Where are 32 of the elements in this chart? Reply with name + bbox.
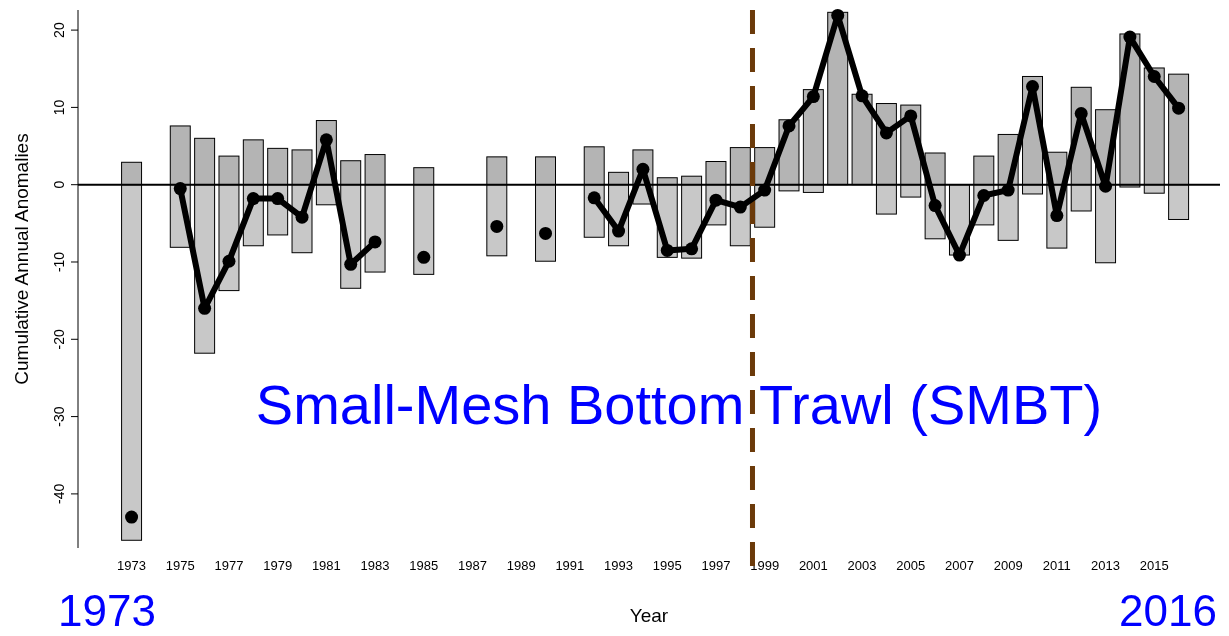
x-tick-label: 1979: [263, 558, 293, 573]
y-tick-label: -30: [51, 406, 67, 427]
y-tick-label: -40: [51, 483, 67, 505]
x-tick-label: 1995: [652, 558, 682, 573]
y-tick-label: 10: [51, 99, 67, 116]
x-tick-label: 2001: [798, 558, 828, 573]
text: 2016: [1119, 586, 1217, 635]
x-tick-label: 2003: [847, 558, 877, 573]
y-tick-label: 20: [51, 22, 67, 38]
x-tick-label: 2007: [945, 558, 974, 573]
x-tick-label: 1977: [214, 558, 244, 573]
x-tick-label: 1973: [117, 558, 147, 573]
x-axis-title: Year: [629, 605, 669, 626]
x-tick-label: 1987: [458, 558, 487, 573]
x-tick-label: 2009: [993, 558, 1023, 573]
y-axis-title: Cumulative Annual Anomalies: [11, 133, 32, 385]
x-tick-label: 2005: [896, 558, 926, 573]
x-tick-label: 1981: [311, 558, 341, 573]
x-tick-label: 2011: [1042, 558, 1071, 573]
x-tick-label: 1983: [360, 558, 390, 573]
x-tick-label: 1985: [409, 558, 439, 573]
x-tick-label: 1997: [701, 558, 731, 573]
x-tick-label: 2015: [1139, 558, 1169, 573]
x-tick-label: 1991: [555, 558, 585, 573]
x-tick-label: 1989: [506, 558, 536, 573]
y-tick-label: -20: [51, 328, 67, 350]
x-tick-label: 1975: [165, 558, 195, 573]
y-tick-label: 0: [51, 180, 67, 189]
x-tick-label: 1993: [604, 558, 634, 573]
y-tick-label: -10: [51, 251, 67, 273]
text: Small-Mesh Bottom Trawl (SMBT): [255, 373, 1103, 437]
x-tick-label: 2013: [1091, 558, 1121, 573]
